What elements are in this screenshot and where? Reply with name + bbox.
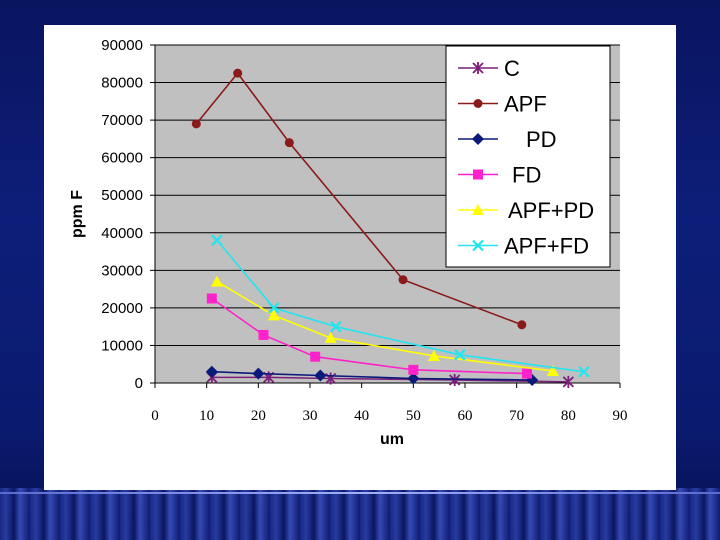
data-point: [314, 369, 327, 382]
x-tick-label: 90: [613, 408, 628, 424]
data-point: [233, 68, 243, 78]
legend: C APF PD FD APF+PD APF+FD: [445, 45, 611, 268]
legend-label: APF+PD: [508, 198, 594, 223]
series-apf: [191, 68, 527, 330]
legend-label: APF+FD: [504, 234, 589, 259]
data-point: [407, 372, 420, 385]
data-point: [205, 365, 218, 378]
legend-item: C: [458, 56, 520, 81]
y-tick-label: 50000: [101, 187, 143, 204]
data-point: [522, 368, 532, 379]
data-point: [546, 364, 559, 376]
x-axis-ticks: 0 10 20 30 40 50 60 70 80 90: [151, 383, 628, 424]
legend-marker: [472, 239, 484, 252]
x-tick-label: 10: [199, 408, 214, 424]
legend-label: APF: [504, 92, 547, 117]
slide-divider-line: [0, 492, 720, 494]
x-tick-label: 20: [251, 408, 266, 424]
data-point: [408, 364, 419, 375]
y-tick-label: 70000: [101, 112, 143, 129]
legend-label: C: [504, 56, 520, 81]
x-tick-label: 70: [509, 408, 524, 424]
data-point: [284, 138, 294, 148]
data-point: [517, 320, 527, 330]
series-layer: [191, 68, 590, 388]
legend-box: [445, 45, 611, 268]
legend-item: PD: [458, 127, 557, 152]
data-point: [211, 275, 223, 287]
y-tick-label: 10000: [101, 337, 143, 354]
legend-label: PD: [526, 127, 557, 152]
x-tick-label: 0: [151, 408, 159, 424]
y-tick-label: 20000: [101, 300, 143, 317]
gridlines: [155, 44, 620, 346]
x-tick-label: 50: [406, 408, 421, 424]
y-axis-title: ppm F: [69, 190, 86, 238]
y-axis-ticks: 0 10000 20000 30000 40000 50000 60000 70000 8000…: [101, 37, 155, 392]
data-point: [330, 320, 342, 333]
y-tick-label: 30000: [101, 262, 143, 279]
data-point: [454, 349, 466, 361]
legend-marker: [472, 62, 484, 74]
series-apf-plus-pd: [211, 275, 559, 376]
legend-label: FD: [512, 163, 541, 188]
data-point: [191, 119, 201, 129]
series-apf-plus-fd: [211, 234, 590, 378]
data-point: [562, 375, 574, 388]
data-point: [206, 293, 217, 304]
x-tick-label: 30: [303, 408, 318, 424]
data-point: [267, 309, 280, 321]
x-axis-title: um: [380, 431, 404, 448]
y-tick-label: 0: [135, 375, 143, 392]
data-point: [310, 351, 321, 362]
y-tick-label: 90000: [101, 37, 143, 54]
legend-item: APF+FD: [458, 234, 589, 259]
data-point: [428, 349, 440, 361]
legend-item: APF+PD: [458, 198, 594, 223]
slide-bottom-band: [0, 488, 720, 540]
data-point: [252, 367, 265, 380]
x-tick-label: 40: [354, 408, 369, 424]
data-point: [578, 365, 590, 378]
x-tick-label: 80: [561, 408, 576, 424]
legend-marker: [472, 204, 484, 215]
legend-marker: [473, 169, 483, 180]
legend-marker: [473, 99, 483, 108]
data-point: [398, 275, 408, 285]
y-tick-label: 60000: [101, 150, 143, 167]
data-point: [449, 373, 461, 386]
legend-marker: [472, 133, 484, 145]
y-tick-label: 40000: [101, 225, 143, 242]
x-tick-label: 60: [458, 408, 473, 424]
series-c: [206, 371, 574, 388]
series-fd: [206, 293, 532, 379]
data-point: [211, 234, 223, 247]
data-point: [258, 329, 269, 340]
data-point: [268, 302, 280, 314]
data-point: [324, 331, 337, 343]
legend-item: APF: [458, 92, 547, 117]
legend-item: FD: [458, 163, 541, 188]
y-tick-label: 80000: [101, 75, 143, 92]
